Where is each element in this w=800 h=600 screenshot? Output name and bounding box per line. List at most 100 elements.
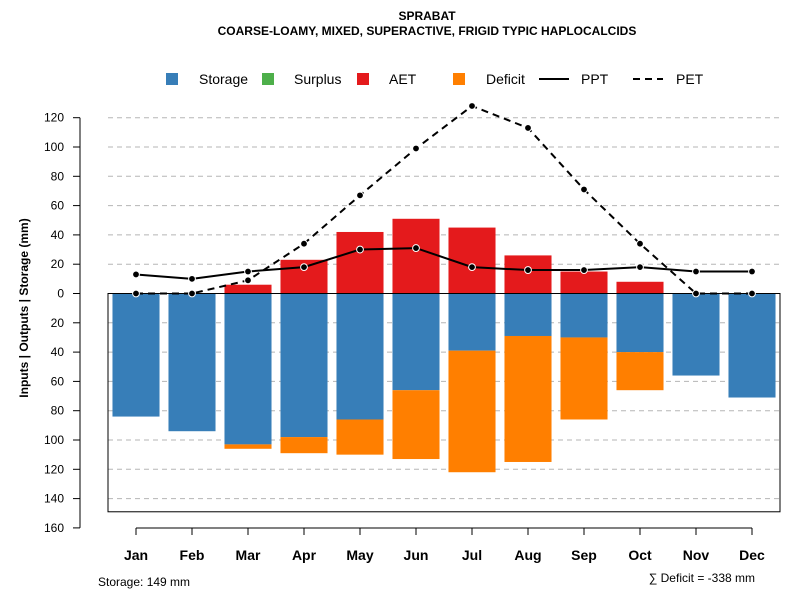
storage-bar-jan xyxy=(112,293,160,417)
storage-bar-sep xyxy=(560,293,608,338)
pet-point-aug xyxy=(524,124,532,132)
ppt-point-dec xyxy=(748,267,756,276)
legend: Storage Surplus AET Deficit PPT PET xyxy=(166,71,704,87)
y-tick-label: 80 xyxy=(51,404,65,418)
deficit-bar-sep xyxy=(560,337,608,420)
ppt-point-jan xyxy=(132,270,140,279)
aet-bar-jun xyxy=(392,218,440,294)
legend-deficit-swatch xyxy=(453,73,465,85)
ppt-line xyxy=(135,247,752,280)
chart-title: SPRABAT xyxy=(398,9,456,23)
pet-point-may xyxy=(356,191,364,200)
ppt-point-jun xyxy=(412,244,420,252)
storage-bar-feb xyxy=(168,293,216,432)
ppt-point-nov xyxy=(692,267,700,276)
deficit-bar-may xyxy=(336,419,384,455)
deficit-bar-oct xyxy=(616,352,664,391)
ppt-point-oct xyxy=(636,263,644,272)
y-tick-label: 120 xyxy=(44,462,64,476)
aet-bar-aug xyxy=(504,255,552,294)
aet-bar-mar xyxy=(224,284,272,294)
aet-bar-sep xyxy=(560,271,608,294)
pet-point-jun xyxy=(412,144,420,153)
y-tick-label: 40 xyxy=(51,228,65,242)
aet-bar-oct xyxy=(616,281,664,294)
y-tick-label: 20 xyxy=(51,316,65,330)
ppt-point-jul xyxy=(468,263,476,272)
chart-subtitle: COARSE-LOAMY, MIXED, SUPERACTIVE, FRIGID… xyxy=(218,24,637,38)
pet-point-nov xyxy=(692,289,700,298)
y-tick-label: 40 xyxy=(51,345,65,359)
storage-bar-dec xyxy=(728,293,776,398)
y-tick-label: 80 xyxy=(51,169,65,183)
deficit-bar-jul xyxy=(448,350,496,473)
legend-surplus-label: Surplus xyxy=(294,71,341,87)
y-tick-label: 120 xyxy=(44,111,64,125)
y-tick-label: 60 xyxy=(51,374,65,388)
x-tick-label-jan: Jan xyxy=(124,547,148,563)
deficit-bar-aug xyxy=(504,335,552,462)
x-tick-label-feb: Feb xyxy=(180,547,205,563)
aet-bar-jul xyxy=(448,227,496,294)
pet-point-jan xyxy=(132,289,140,298)
pet-point-dec xyxy=(748,289,756,298)
x-tick-label-jul: Jul xyxy=(462,547,482,563)
storage-bar-apr xyxy=(280,293,328,438)
aet-bar-may xyxy=(336,231,384,294)
x-tick-label-dec: Dec xyxy=(739,547,765,563)
deficit-bar-mar xyxy=(224,444,272,449)
ppt-point-feb xyxy=(188,274,196,283)
x-tick-label-nov: Nov xyxy=(683,547,710,563)
legend-ppt-label: PPT xyxy=(581,71,609,87)
ppt-point-mar xyxy=(244,267,252,276)
pet-point-apr xyxy=(300,239,308,248)
pet-point-jul xyxy=(468,102,476,110)
y-tick-label: 60 xyxy=(51,199,65,213)
ppt-point-sep xyxy=(580,266,588,274)
pet-point-mar xyxy=(244,276,252,285)
x-tick-label-jun: Jun xyxy=(404,547,429,563)
storage-footnote: Storage: 149 mm xyxy=(98,575,190,589)
legend-storage-swatch xyxy=(166,73,178,85)
x-tick-label-mar: Mar xyxy=(236,547,261,563)
deficit-bar-apr xyxy=(280,437,328,454)
pet-line xyxy=(136,104,752,295)
storage-bar-mar xyxy=(224,293,272,445)
y-tick-label: 100 xyxy=(44,433,64,447)
y-tick-label: 20 xyxy=(51,257,65,271)
legend-aet-label: AET xyxy=(389,71,417,87)
storage-bar-oct xyxy=(616,293,664,353)
legend-aet-swatch xyxy=(357,73,369,85)
storage-bar-jun xyxy=(392,293,440,391)
legend-surplus-swatch xyxy=(262,73,274,85)
pet-point-oct xyxy=(636,239,644,248)
deficit-footnote: ∑ Deficit = -338 mm xyxy=(649,571,755,585)
bars xyxy=(112,218,776,473)
pet-point-sep xyxy=(580,185,588,194)
storage-bar-jul xyxy=(448,293,496,351)
storage-bar-nov xyxy=(672,293,720,376)
y-tick-label: 140 xyxy=(44,492,64,506)
ppt-pet-lines xyxy=(132,102,756,298)
y-axis-label: Inputs | Outputs | Storage (mm) xyxy=(17,218,31,397)
pet-point-feb xyxy=(188,289,196,298)
legend-deficit-label: Deficit xyxy=(486,71,525,87)
y-tick-label: 0 xyxy=(57,287,64,301)
x-tick-label-sep: Sep xyxy=(571,547,597,563)
x-tick-label-oct: Oct xyxy=(628,547,652,563)
y-tick-label: 160 xyxy=(44,521,64,535)
y-axis: 120 100 80 60 40 20 0 20 40 60 80 100 120 140 160 xyxy=(44,111,81,535)
legend-pet-label: PET xyxy=(676,71,704,87)
x-tick-label-aug: Aug xyxy=(514,547,541,563)
ppt-point-aug xyxy=(524,266,532,274)
legend-storage-label: Storage xyxy=(199,71,248,87)
y-tick-label: 100 xyxy=(44,140,64,154)
x-tick-label-may: May xyxy=(346,547,373,563)
deficit-bar-jun xyxy=(392,390,440,460)
x-tick-label-apr: Apr xyxy=(292,547,317,563)
ppt-point-apr xyxy=(300,263,308,272)
storage-bar-may xyxy=(336,293,384,420)
ppt-point-may xyxy=(356,245,364,254)
storage-bar-aug xyxy=(504,293,552,336)
